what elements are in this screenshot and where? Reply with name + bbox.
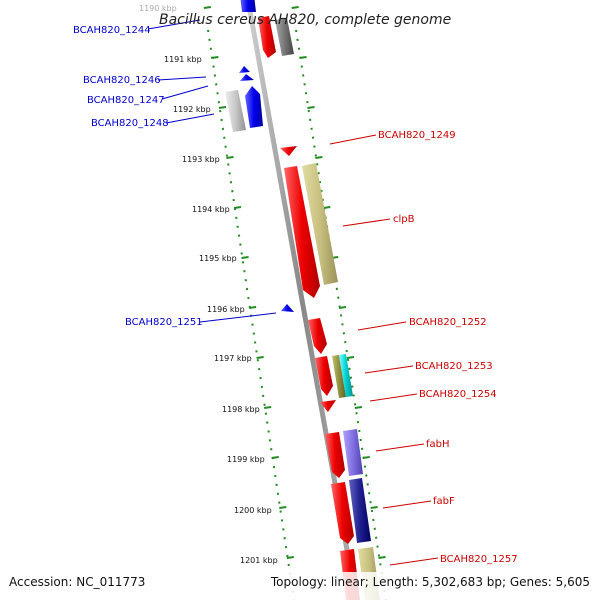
kbp-label: 1194 kbp	[192, 205, 230, 214]
kbp-label: 1191 kbp	[164, 55, 202, 64]
gene-arrow[interactable]	[281, 304, 294, 312]
major-tick	[271, 456, 279, 459]
gene-label[interactable]: BCAH820_1248	[91, 118, 169, 129]
reverse-gene-labels: BCAH820_1244 BCAH820_1246 BCAH820_1247 B…	[73, 25, 203, 328]
major-tick	[362, 456, 370, 459]
gene-label[interactable]: fabF	[433, 496, 455, 507]
footer-background	[0, 572, 600, 600]
gene-arrow[interactable]	[349, 478, 371, 543]
kbp-label: 1196 kbp	[207, 305, 245, 314]
kbp-label: 1199 kbp	[227, 455, 265, 464]
forward-strand-genes	[258, 16, 380, 600]
kbp-label: 1193 kbp	[182, 155, 220, 164]
topology-text: Topology: linear; Length: 5,302,683 bp; …	[270, 575, 590, 589]
reverse-track-guide	[207, 29, 295, 600]
major-tick	[256, 356, 264, 359]
tick-marks-right	[291, 6, 386, 559]
kbp-label: 1190 kbp	[139, 4, 177, 13]
gene-arrow[interactable]	[240, 0, 256, 12]
leader-line	[157, 76, 207, 81]
gene-arrow[interactable]	[284, 166, 320, 298]
gene-label[interactable]: BCAH820_1244	[73, 25, 151, 36]
gene-label[interactable]: BCAH820_1253	[415, 361, 493, 372]
kbp-label: 1200 kbp	[234, 506, 272, 515]
major-tick	[315, 156, 323, 159]
major-tick	[264, 406, 272, 409]
major-tick	[286, 556, 294, 559]
kbp-label: 1192 kbp	[173, 105, 211, 114]
gene-label[interactable]: BCAH820_1246	[83, 75, 161, 86]
kbp-label: 1198 kbp	[222, 405, 260, 414]
leader-line	[375, 443, 425, 452]
leader-lines	[147, 19, 439, 566]
leader-line	[161, 85, 209, 100]
major-tick	[338, 306, 347, 309]
leader-line	[147, 19, 201, 30]
major-tick	[233, 206, 242, 209]
major-tick	[346, 356, 355, 359]
leader-line	[389, 557, 439, 566]
gene-arrow[interactable]	[239, 66, 250, 73]
major-tick	[370, 506, 378, 509]
genome-title: Bacillus cereus AH820, complete genome	[159, 12, 451, 28]
leader-line	[329, 134, 377, 145]
gene-arrow[interactable]	[240, 74, 254, 81]
major-tick	[203, 6, 211, 9]
gene-label[interactable]: BCAH820_1257	[440, 554, 518, 565]
gene-arrow[interactable]	[315, 356, 333, 396]
accession-text: Accession: NC_011773	[9, 575, 145, 589]
leader-line	[199, 312, 277, 323]
tick-marks-left	[203, 6, 294, 559]
gene-arrow[interactable]	[331, 482, 354, 544]
major-tick	[378, 556, 386, 559]
gene-arrow[interactable]	[225, 90, 246, 132]
major-tick	[226, 156, 234, 159]
major-tick	[291, 6, 299, 9]
major-tick	[323, 206, 331, 209]
leader-line	[342, 218, 391, 227]
major-tick	[241, 256, 249, 259]
leader-line	[382, 500, 432, 509]
major-tick	[211, 56, 219, 59]
gene-arrow[interactable]	[258, 16, 276, 58]
reverse-strand-genes	[225, 0, 294, 312]
leader-line	[364, 365, 414, 374]
leader-line	[357, 321, 407, 331]
gene-label[interactable]: BCAH820_1252	[409, 317, 487, 328]
leader-line	[369, 393, 418, 402]
major-tick	[279, 506, 287, 509]
gene-arrow[interactable]	[280, 146, 297, 156]
major-tick	[307, 106, 315, 109]
gene-arrow[interactable]	[302, 163, 338, 285]
gene-label[interactable]: BCAH820_1249	[378, 130, 456, 141]
gene-arrow[interactable]	[275, 18, 294, 56]
gene-arrow[interactable]	[308, 318, 327, 354]
gene-arrow[interactable]	[325, 432, 345, 478]
major-tick	[354, 406, 362, 409]
major-tick	[218, 106, 227, 109]
gene-label[interactable]: BCAH820_1254	[419, 389, 497, 400]
gene-label[interactable]: BCAH820_1247	[87, 95, 165, 106]
gene-label[interactable]: fabH	[426, 439, 450, 450]
gene-arrow[interactable]	[245, 86, 263, 128]
forward-track-guide	[295, 29, 387, 600]
kbp-axis: 1190 kbp 1191 kbp 1192 kbp 1193 kbp 1194…	[139, 4, 278, 565]
gene-label[interactable]: BCAH820_1251	[125, 317, 203, 328]
kbp-label: 1197 kbp	[214, 354, 252, 363]
forward-gene-labels: BCAH820_1249 clpB BCAH820_1252 BCAH820_1…	[378, 130, 518, 565]
major-tick	[299, 56, 307, 59]
kbp-label: 1195 kbp	[199, 254, 237, 263]
gene-arrow[interactable]	[343, 429, 363, 476]
major-tick	[248, 306, 257, 309]
leader-line	[165, 113, 215, 124]
gene-arrow[interactable]	[339, 354, 353, 397]
gene-arrow[interactable]	[332, 355, 346, 398]
kbp-label: 1201 kbp	[240, 556, 278, 565]
gene-label[interactable]: clpB	[393, 214, 415, 225]
gene-arrow[interactable]	[320, 400, 336, 412]
